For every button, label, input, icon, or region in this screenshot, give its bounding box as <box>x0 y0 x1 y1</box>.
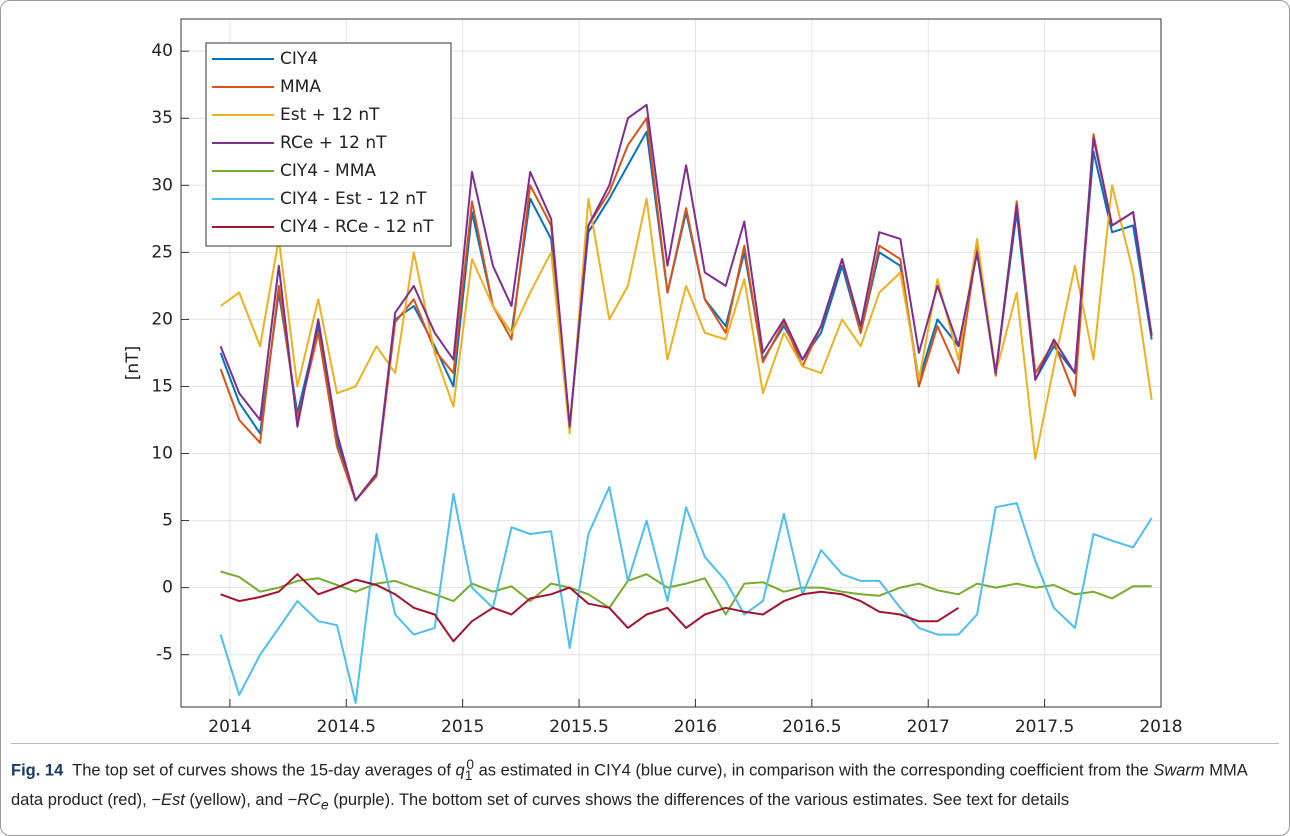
caption-text: as estimated in CIY4 (blue curve), in co… <box>474 761 1154 780</box>
chart: [nT] -5 0 5 10 15 20 25 30 35 40 2014 2014.5 2015 201… <box>123 18 1183 737</box>
x-tick-label: 2015 <box>441 717 484 737</box>
y-tick-label: 15 <box>151 376 173 396</box>
caption-text: 0 <box>466 757 475 772</box>
series-line <box>220 570 1152 616</box>
y-tick-label: -5 <box>156 645 173 665</box>
y-tick-label: 0 <box>162 578 173 598</box>
caption-text: Est <box>160 790 185 809</box>
legend-label: Est + 12 nT <box>280 105 380 125</box>
caption-text: Swarm <box>1153 761 1205 780</box>
caption-text: e <box>321 797 329 813</box>
x-tick-label: 2017.5 <box>1015 717 1074 737</box>
legend-label: CIY4 - Est - 12 nT <box>280 189 427 209</box>
series-line <box>220 573 960 643</box>
caption: Fig. 14 The top set of curves shows the … <box>11 743 1279 817</box>
x-tick-label: 2016 <box>674 717 717 737</box>
legend-label: RCe + 12 nT <box>280 133 387 153</box>
series-line <box>219 117 1153 502</box>
caption-text: (purple). The bottom set of curves shows… <box>328 790 1070 809</box>
x-tick-label: 2015.5 <box>549 717 608 737</box>
x-tick-label: 2014.5 <box>317 717 376 737</box>
caption-text: The top set of curves shows the 15-day a… <box>72 761 456 780</box>
caption-text: 1 <box>464 767 473 783</box>
plot-frame <box>180 18 1162 708</box>
y-tick-label: 35 <box>151 108 173 128</box>
x-tick-label: 2016.5 <box>782 717 841 737</box>
y-tick-label: 40 <box>151 41 173 61</box>
x-tick-label: 2017 <box>907 717 950 737</box>
series-line <box>219 103 1153 502</box>
legend-box <box>205 42 452 247</box>
y-tick-label: 25 <box>151 242 173 262</box>
series-line <box>219 486 1153 704</box>
legend-label: MMA <box>280 77 321 97</box>
y-tick-label: 20 <box>151 309 173 329</box>
y-axis-label: [nT] <box>123 346 143 380</box>
caption-text: MMA data product (red), − <box>11 761 1247 809</box>
x-tick-label: 2018 <box>1139 717 1182 737</box>
caption-text: (yellow), and − <box>184 790 298 809</box>
legend-label: CIY4 - RCe - 12 nT <box>280 217 434 237</box>
y-tick-label: 5 <box>162 511 173 531</box>
caption-label: Fig. 14 <box>11 761 64 780</box>
caption-text: RC <box>297 790 321 809</box>
legend-label: CIY4 <box>280 49 318 69</box>
y-tick-label: 10 <box>151 444 173 464</box>
caption-text: q <box>455 761 465 780</box>
x-tick-label: 2014 <box>208 717 251 737</box>
legend-label: CIY4 - MMA <box>280 161 376 181</box>
y-tick-label: 30 <box>151 175 173 195</box>
